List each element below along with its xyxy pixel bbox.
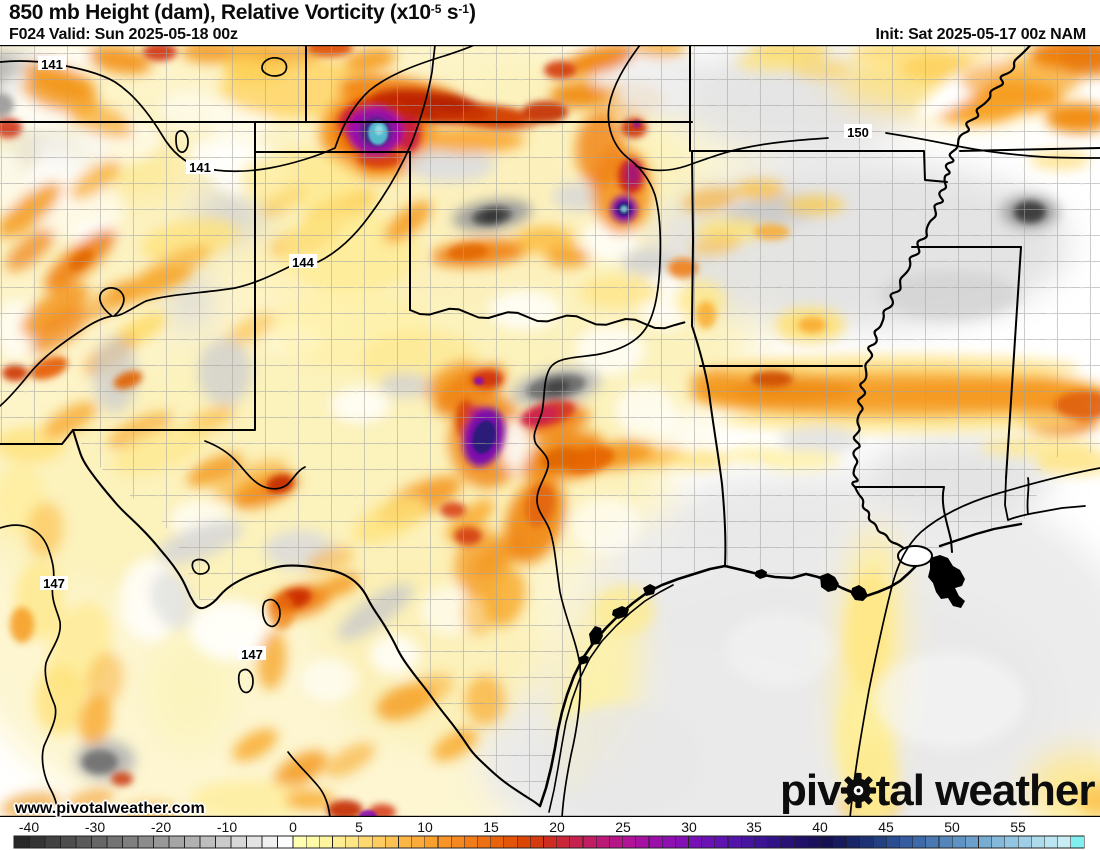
svg-text:150: 150 <box>847 125 869 140</box>
svg-text:147: 147 <box>241 647 263 662</box>
svg-text:141: 141 <box>41 57 63 72</box>
svg-text:147: 147 <box>43 576 65 591</box>
svg-text:141: 141 <box>189 160 211 175</box>
svg-text:144: 144 <box>292 255 314 270</box>
